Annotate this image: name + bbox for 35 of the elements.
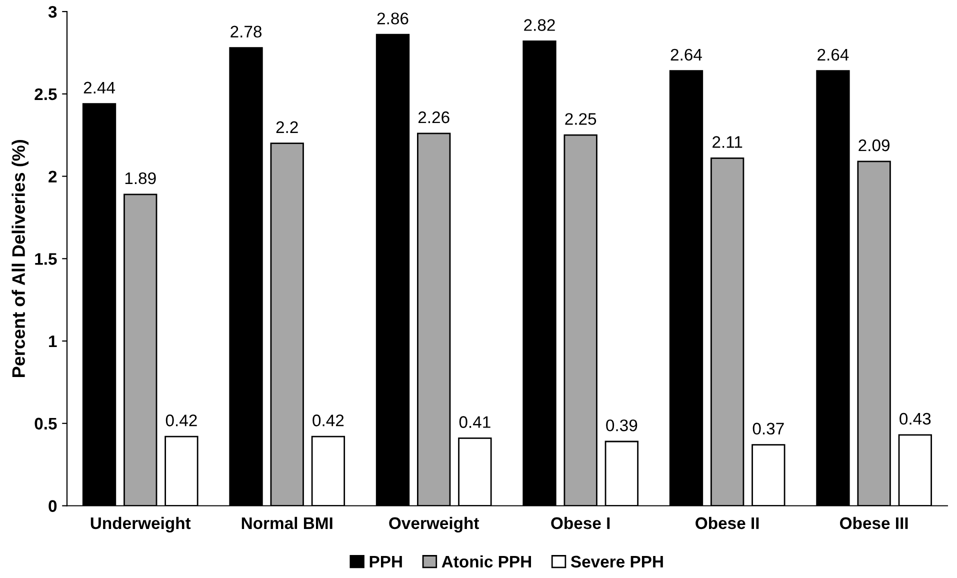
data-label: 2.11 bbox=[712, 136, 742, 148]
legend-label: PPH bbox=[370, 556, 402, 568]
data-label: 0.41 bbox=[459, 416, 490, 428]
y-tick-label: 2 bbox=[48, 170, 57, 182]
data-label: 2.78 bbox=[230, 26, 262, 38]
y-tick-label: 1.5 bbox=[35, 253, 57, 265]
data-label: 0.42 bbox=[312, 414, 344, 426]
x-tick-label: Normal BMI bbox=[242, 516, 332, 530]
data-label: 2.2 bbox=[276, 121, 298, 133]
data-label: 2.44 bbox=[84, 82, 116, 94]
data-label: 0.39 bbox=[606, 419, 638, 432]
data-label: 2.64 bbox=[818, 48, 849, 61]
data-label: 0.42 bbox=[166, 414, 197, 426]
y-tick-label: 3 bbox=[48, 6, 57, 18]
x-tick-label: Obese III bbox=[840, 516, 908, 530]
data-label: 2.64 bbox=[670, 48, 702, 61]
y-tick-label: 0 bbox=[48, 500, 57, 512]
y-tick-label: 1 bbox=[49, 336, 57, 348]
y-tick-label: 0.5 bbox=[34, 418, 57, 430]
legend-label: Atonic PPH bbox=[442, 555, 531, 568]
y-axis-title: Percent of All Deliveries (%) bbox=[12, 140, 29, 378]
x-tick-label: Obese II bbox=[696, 516, 759, 530]
data-label: 0.43 bbox=[900, 412, 931, 425]
data-label: 2.09 bbox=[858, 139, 890, 152]
data-label: 2.86 bbox=[377, 12, 408, 24]
x-tick-label: Overweight bbox=[389, 516, 480, 532]
data-label: 2.82 bbox=[524, 19, 555, 31]
data-label: 2.25 bbox=[565, 113, 596, 125]
data-label: 1.89 bbox=[125, 172, 156, 184]
x-tick-label: Underweight bbox=[90, 516, 191, 532]
data-label: 2.26 bbox=[418, 111, 450, 124]
x-tick-label: Obese I bbox=[551, 516, 610, 530]
y-tick-label: 2.5 bbox=[34, 88, 57, 100]
legend-label: Severe PPH bbox=[570, 556, 663, 568]
data-label: 0.37 bbox=[752, 422, 784, 435]
